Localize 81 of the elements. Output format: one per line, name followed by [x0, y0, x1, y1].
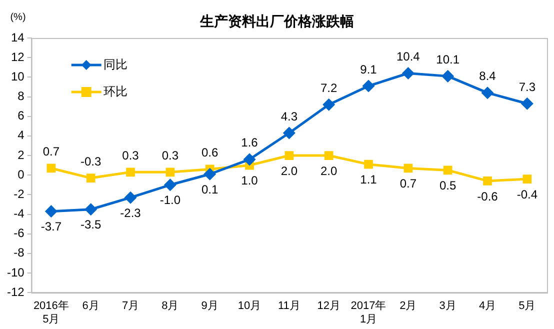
- x-tick-label: 12月: [317, 300, 340, 312]
- x-tick-label: 11月: [278, 300, 300, 312]
- data-label: -0.6: [477, 189, 498, 204]
- data-label: 1.6: [241, 136, 258, 150]
- y-tick-label: -12: [7, 284, 25, 299]
- data-label: 0.3: [122, 148, 140, 162]
- x-tick-label: 2017年 1月: [350, 300, 386, 326]
- point: [323, 98, 335, 110]
- data-label: 0.7: [400, 176, 417, 191]
- y-tick-label: 2: [18, 148, 25, 162]
- data-label: 10.4: [396, 50, 420, 64]
- data-label: -3.5: [80, 218, 102, 232]
- point: [86, 174, 96, 182]
- data-label: 8.4: [479, 69, 496, 84]
- y-tick-label: -2: [14, 186, 25, 201]
- y-tick-label: -8: [14, 246, 25, 260]
- y-tick-label: 6: [18, 108, 25, 123]
- x-tick-label: 6月: [82, 300, 100, 312]
- data-label: -2.3: [120, 206, 142, 220]
- point: [404, 164, 413, 173]
- data-label: 0.3: [162, 148, 179, 162]
- data-label: -3.7: [40, 220, 62, 234]
- data-label: 0.7: [42, 144, 60, 159]
- x-tick-label: 9月: [201, 300, 218, 312]
- data-label: 0.1: [201, 182, 219, 196]
- y-tick-label: -10: [7, 265, 25, 280]
- y-tick-label: 12: [10, 50, 25, 64]
- data-label: 7.2: [320, 80, 338, 95]
- point: [45, 206, 57, 218]
- point: [483, 176, 492, 186]
- point: [364, 160, 373, 169]
- point: [283, 127, 295, 139]
- point: [443, 166, 452, 175]
- point: [126, 168, 135, 177]
- point: [522, 174, 532, 184]
- x-tick-label: 3月: [439, 300, 456, 312]
- point: [46, 164, 56, 173]
- x-tick-label: 2月: [400, 300, 417, 312]
- point: [362, 80, 374, 92]
- y-tick-label: 8: [18, 89, 25, 104]
- data-label: 9.1: [360, 62, 378, 76]
- point: [124, 192, 136, 204]
- legend-label: 环比: [103, 84, 128, 98]
- point: [482, 87, 494, 99]
- y-tick-label: -6: [14, 226, 25, 240]
- legend-label: 同比: [103, 57, 128, 72]
- point: [164, 179, 176, 191]
- point: [402, 68, 414, 80]
- point: [166, 168, 175, 177]
- y-tick-label: 0: [18, 167, 25, 182]
- point: [521, 98, 533, 110]
- x-tick-label: 5月: [518, 300, 536, 312]
- data-label: -0.3: [80, 154, 102, 168]
- chart-title: 生产资料出厂价格涨跌幅: [199, 12, 354, 29]
- data-label: -0.4: [516, 187, 538, 202]
- data-label: 2.0: [280, 164, 298, 178]
- data-label: 4.3: [280, 109, 298, 124]
- point: [324, 151, 334, 160]
- data-label: 0.5: [439, 178, 456, 193]
- data-label: 7.3: [518, 80, 536, 94]
- data-label: 0.6: [201, 146, 219, 160]
- x-tick-label: 10月: [238, 300, 262, 312]
- x-tick-label: 2016年 5月: [33, 300, 69, 326]
- y-tick-label: 14: [10, 30, 25, 44]
- data-label: 1.0: [241, 174, 258, 188]
- point: [204, 168, 216, 180]
- point: [442, 70, 454, 82]
- y-tick-label: -4: [14, 206, 25, 221]
- y-tick-label: 10: [10, 69, 25, 84]
- y-axis-title: (%): [10, 12, 26, 23]
- data-label: 10.1: [436, 52, 460, 67]
- x-tick-label: 4月: [478, 300, 496, 312]
- point: [85, 204, 97, 216]
- point: [244, 154, 256, 166]
- point: [284, 151, 294, 160]
- y-tick-label: 4: [18, 128, 25, 142]
- x-tick-label: 8月: [162, 300, 179, 312]
- data-label: 1.1: [360, 172, 378, 187]
- data-label: 2.0: [320, 164, 338, 178]
- data-label: -1.0: [160, 193, 181, 208]
- x-tick-label: 7月: [122, 300, 140, 312]
